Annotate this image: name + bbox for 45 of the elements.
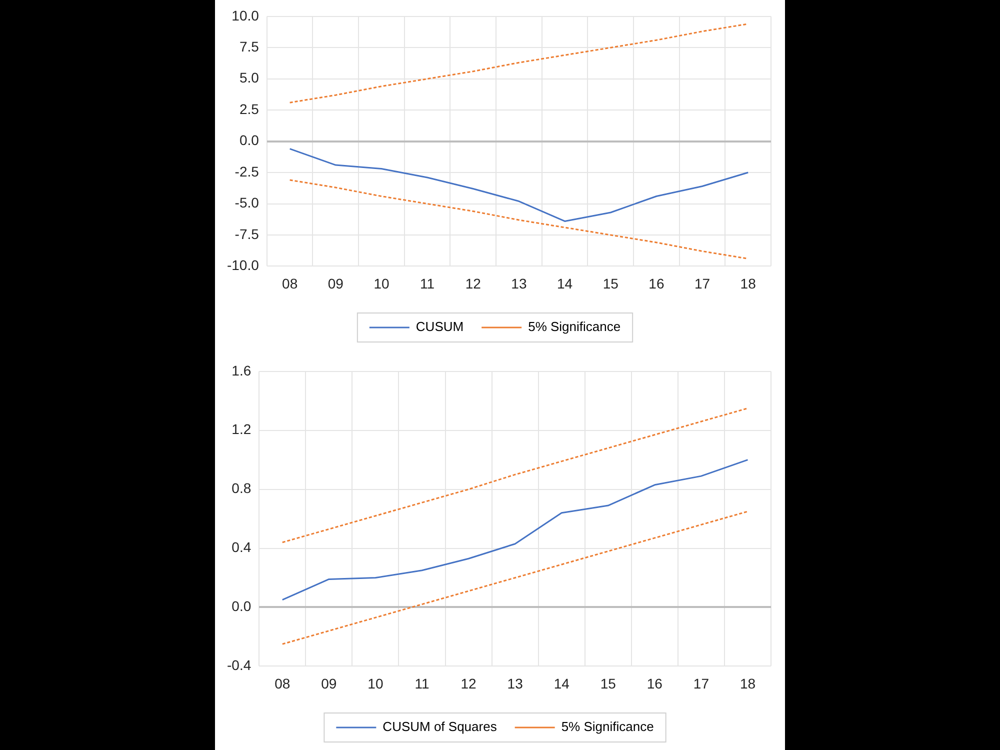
y-tick-label: 2.5 <box>239 100 260 117</box>
line-series <box>289 179 749 260</box>
legend-label: 5% Significance <box>561 719 654 734</box>
x-tick-label: 13 <box>511 275 527 292</box>
x-tick-label: 12 <box>460 675 477 692</box>
y-tick-label: 5.0 <box>239 70 260 86</box>
y-tick-label: 0.0 <box>239 132 260 148</box>
x-tick-label: 09 <box>321 675 337 692</box>
y-tick-label: 0.0 <box>232 598 252 614</box>
y-tick-label: -0.4 <box>227 657 252 674</box>
x-tick-label: 17 <box>694 275 710 292</box>
x-tick-label: 10 <box>374 275 390 292</box>
y-tick-label: 0.8 <box>232 480 252 496</box>
y-tick-label: 7.5 <box>239 38 260 54</box>
x-tick-label: 15 <box>602 275 619 292</box>
line-series <box>282 510 748 645</box>
x-tick-label: 11 <box>414 675 430 692</box>
y-tick-label: -10.0 <box>226 257 260 274</box>
legend-label: 5% Significance <box>528 319 621 334</box>
x-tick-label: 11 <box>420 275 435 292</box>
x-tick-label: 08 <box>274 675 290 692</box>
y-tick-label: 0.4 <box>232 539 252 556</box>
y-tick-label: -2.5 <box>234 163 260 180</box>
y-tick-label: 1.6 <box>232 362 252 378</box>
x-tick-label: 14 <box>556 275 573 292</box>
y-tick-label: -5.0 <box>234 194 260 211</box>
line-series <box>282 408 748 544</box>
x-tick-label: 16 <box>646 675 663 692</box>
x-tick-label: 13 <box>507 675 524 692</box>
legend-label: CUSUM of Squares <box>382 719 498 734</box>
y-tick-label: 1.2 <box>232 421 252 438</box>
x-tick-label: 08 <box>282 275 298 292</box>
x-tick-label: 10 <box>368 675 384 692</box>
x-tick-label: 14 <box>554 675 570 692</box>
x-tick-label: 17 <box>693 675 710 692</box>
x-tick-label: 18 <box>740 675 756 692</box>
legend-label: CUSUM <box>416 319 464 334</box>
x-tick-label: 12 <box>465 275 482 292</box>
line-series <box>289 23 749 104</box>
x-tick-label: 09 <box>328 275 344 292</box>
x-tick-label: 16 <box>648 275 664 292</box>
y-tick-label: -7.5 <box>234 226 260 242</box>
y-tick-label: 10.0 <box>232 7 260 24</box>
x-tick-label: 18 <box>740 275 756 292</box>
x-tick-label: 15 <box>600 675 616 692</box>
